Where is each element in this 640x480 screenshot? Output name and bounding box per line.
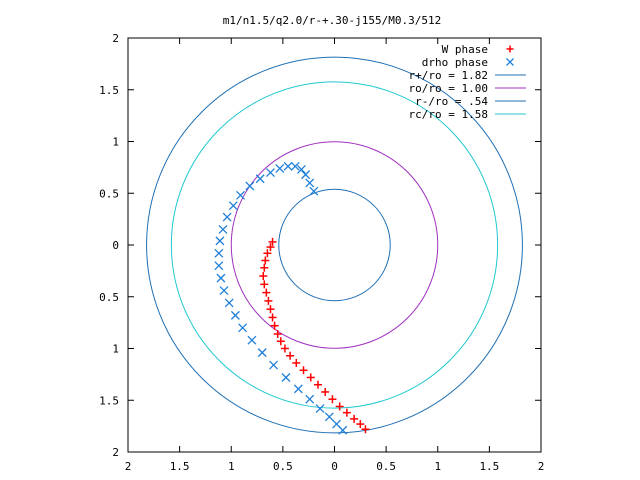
radius-circle-4 xyxy=(278,188,391,302)
y-tick-label-4: 0 xyxy=(112,239,119,252)
x-tick-label-3: 0.5 xyxy=(273,460,293,473)
w-phase-point-11 xyxy=(270,321,279,330)
drho-phase-point-24 xyxy=(269,360,279,370)
w-phase-point-7 xyxy=(262,288,271,297)
x-tick-label-7: 1.5 xyxy=(479,460,499,473)
w-phase-point-25 xyxy=(356,420,365,429)
w-phase-point-12 xyxy=(273,330,282,339)
drho-phase-point-7 xyxy=(266,168,275,178)
drho-phase-point-0 xyxy=(309,186,319,196)
chart-title: m1/n1.5/q2.0/r-+.30-j155/M0.3/512 xyxy=(223,14,442,27)
drho-phase-point-25 xyxy=(281,373,291,382)
drho-phase-point-28 xyxy=(315,404,325,413)
x-tick-label-8: 2 xyxy=(538,460,545,473)
y-tick-label-1: 1.5 xyxy=(99,84,119,97)
drho-phase-point-2 xyxy=(301,170,311,180)
w-phase-point-13 xyxy=(276,337,285,346)
x-tick-label-2: 1 xyxy=(228,460,235,473)
legend-label-5: rc/ro = 1.58 xyxy=(409,108,488,121)
drho-phase-point-23 xyxy=(257,348,267,358)
drho-phase-point-22 xyxy=(247,335,257,345)
radius-circle-3 xyxy=(230,141,439,349)
w-phase-point-15 xyxy=(286,351,295,360)
w-phase-point-0 xyxy=(268,237,277,246)
drho-phase-point-20 xyxy=(230,310,240,320)
w-phase-point-26 xyxy=(361,425,370,434)
drho-phase-point-15 xyxy=(214,248,224,258)
w-phase-point-2 xyxy=(263,249,272,258)
w-phase-point-1 xyxy=(266,243,275,252)
drho-phase-point-6 xyxy=(275,163,285,173)
w-phase-point-24 xyxy=(350,414,359,423)
w-phase-point-5 xyxy=(259,272,268,281)
drho-phase-point-1 xyxy=(305,178,315,188)
circles-layer xyxy=(146,56,523,434)
w-phase-point-9 xyxy=(266,305,275,314)
points-layer xyxy=(214,161,370,435)
drho-phase-point-16 xyxy=(214,261,224,271)
x-tick-label-4: 0 xyxy=(331,460,338,473)
w-phase-point-8 xyxy=(264,296,273,305)
legend-label-3: ro/ro = 1.00 xyxy=(409,82,488,95)
x-tick-label-5: 0.5 xyxy=(376,460,396,473)
w-phase-point-14 xyxy=(280,344,289,353)
y-tick-label-5: 0.5 xyxy=(99,291,119,304)
w-phase-point-17 xyxy=(299,366,308,375)
w-phase-point-6 xyxy=(260,280,269,289)
drho-phase-point-14 xyxy=(215,236,225,246)
drho-phase-point-8 xyxy=(255,174,265,184)
legend-swatch-0 xyxy=(506,45,514,53)
w-phase-point-10 xyxy=(268,313,277,322)
legend-label-0: W phase xyxy=(442,43,488,56)
radius-circle-2 xyxy=(146,56,523,434)
w-phase-point-19 xyxy=(313,380,322,389)
w-phase-point-21 xyxy=(328,395,337,404)
w-phase-point-22 xyxy=(335,402,344,411)
drho-phase-point-13 xyxy=(218,225,228,234)
drho-phase-point-10 xyxy=(236,190,246,200)
w-phase-point-16 xyxy=(292,358,301,367)
drho-phase-point-31 xyxy=(338,425,348,435)
x-tick-label-0: 2 xyxy=(125,460,132,473)
radius-circle-5 xyxy=(170,81,499,409)
legend-swatch-1 xyxy=(506,58,514,66)
drho-phase-point-21 xyxy=(238,323,248,333)
drho-phase-point-9 xyxy=(245,181,255,191)
w-phase-point-4 xyxy=(260,263,269,272)
w-phase-point-23 xyxy=(342,408,351,417)
drho-phase-point-4 xyxy=(290,161,300,171)
drho-phase-point-29 xyxy=(324,412,334,422)
x-tick-label-1: 1.5 xyxy=(170,460,190,473)
drho-phase-point-5 xyxy=(283,161,293,171)
ticks-layer: 2 1.5 1 0.5 0 0.5 1 1.5 221.510.500.511.52 xyxy=(99,32,544,473)
drho-phase-point-11 xyxy=(228,201,238,211)
y-tick-label-0: 2 xyxy=(112,32,119,45)
drho-phase-point-27 xyxy=(305,394,315,404)
y-tick-label-7: 1.5 xyxy=(99,394,119,407)
y-tick-label-8: 2 xyxy=(112,446,119,459)
y-tick-label-2: 1 xyxy=(112,136,119,149)
drho-phase-point-18 xyxy=(219,286,229,295)
drho-phase-point-12 xyxy=(222,212,232,222)
drho-phase-point-3 xyxy=(297,164,306,174)
w-phase-point-3 xyxy=(261,256,270,265)
drho-phase-point-17 xyxy=(216,273,226,283)
y-tick-label-6: 1 xyxy=(112,343,119,356)
legend-label-1: drho phase xyxy=(422,56,488,69)
w-phase-point-18 xyxy=(306,373,315,382)
y-tick-label-3: 0.5 xyxy=(99,187,119,200)
legend-label-2: r+/ro = 1.82 xyxy=(409,69,488,82)
drho-phase-point-19 xyxy=(224,298,234,308)
legend-label-4: r-/ro = .54 xyxy=(415,95,488,108)
drho-phase-point-26 xyxy=(293,384,303,394)
x-tick-label-6: 1 xyxy=(434,460,441,473)
w-phase-point-20 xyxy=(321,387,330,396)
